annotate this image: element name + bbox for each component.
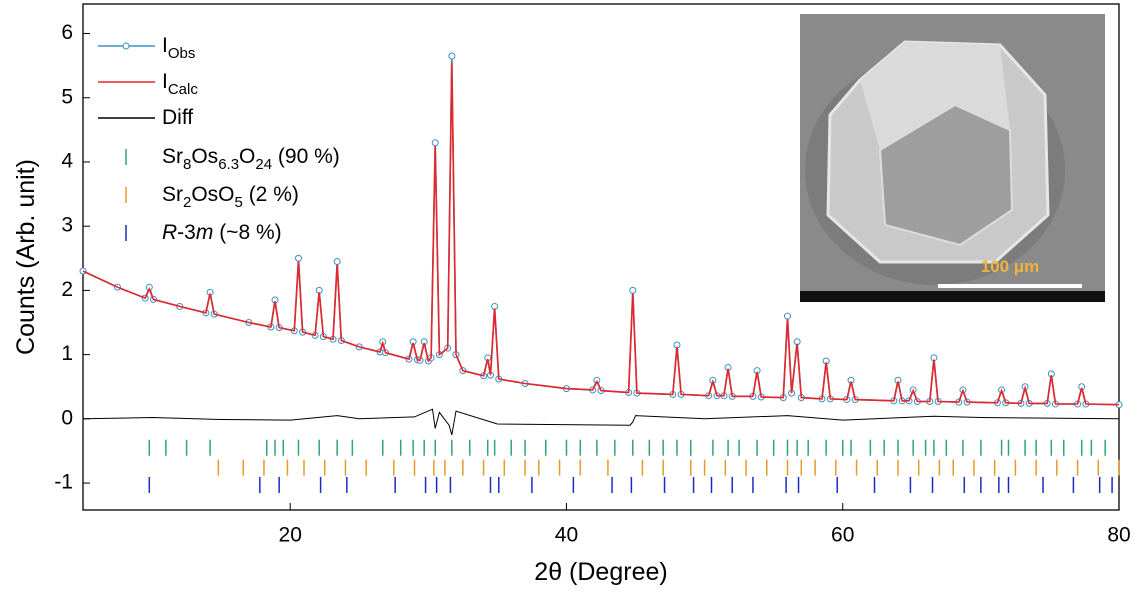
legend-label-part: 5 [235,194,243,211]
plot-frame [82,3,1120,511]
x-tick-label: 20 [279,524,302,547]
series-line [82,62,1120,406]
legend-label-part: 8 [183,156,191,173]
y-tick-label: 3 [61,214,73,237]
legend-label: R-3m (~8 %) [162,221,282,244]
x-axis-label: 2θ (Degree) [534,558,667,586]
y-tick-label: 0 [61,406,73,429]
legend-label-part: O [239,145,255,168]
legend-label-part: -3 [177,221,196,244]
legend-label-part: (2 %) [243,183,299,206]
x-tick-label: 60 [831,524,854,547]
scale-label: 100 μm [981,257,1040,276]
legend-label: Sr2OsO5 (2 %) [162,183,299,212]
y-tick-label: 6 [61,21,73,44]
legend-label-part: (90 %) [272,145,340,168]
legend-label: Sr8Os6.3O24 (90 %) [162,145,340,174]
legend-label-part: Sr [162,145,183,168]
data-point [294,254,302,262]
y-tick-label: 5 [61,85,73,108]
legend-label-part: 24 [255,156,272,173]
legend-label: ICalc [162,70,198,99]
legend-label-part: I [162,34,168,57]
legend-label-part: Diff [162,106,193,129]
legend-label: IObs [162,34,195,63]
legend-label-part: 6.3 [218,156,239,173]
x-tick-label: 40 [555,524,578,547]
x-tick-label: 80 [1107,524,1130,547]
legend-label-part: m [196,221,214,244]
legend-label-part: Sr [162,183,183,206]
series-line [82,408,1120,436]
data-point [333,257,341,265]
legend-label-part: OsO [191,183,234,206]
legend-label-part: R [162,221,177,244]
crystal-top-face [860,42,1010,150]
y-tick-label: 1 [61,342,73,365]
data-point [431,139,439,147]
data-point [783,312,791,320]
legend-label-part: 2 [183,194,191,211]
y-tick-label: 4 [61,150,73,173]
legend-label-part: Obs [168,45,196,62]
legend-label-part: (~8 %) [213,221,281,244]
y-tick-label: -1 [54,471,73,494]
inset-info-bar [800,291,1105,302]
data-point [448,52,456,60]
legend-label-part: I [162,70,168,93]
legend-label-part: Calc [168,81,199,98]
y-axis-label: Counts (Arb. unit) [12,159,40,355]
legend-label-part: Os [191,145,218,168]
legend-label: Diff [162,106,193,129]
data-point [629,286,637,294]
inset-image: 100 μm [800,14,1105,302]
y-tick-label: 2 [61,278,73,301]
legend-marker [122,42,130,50]
